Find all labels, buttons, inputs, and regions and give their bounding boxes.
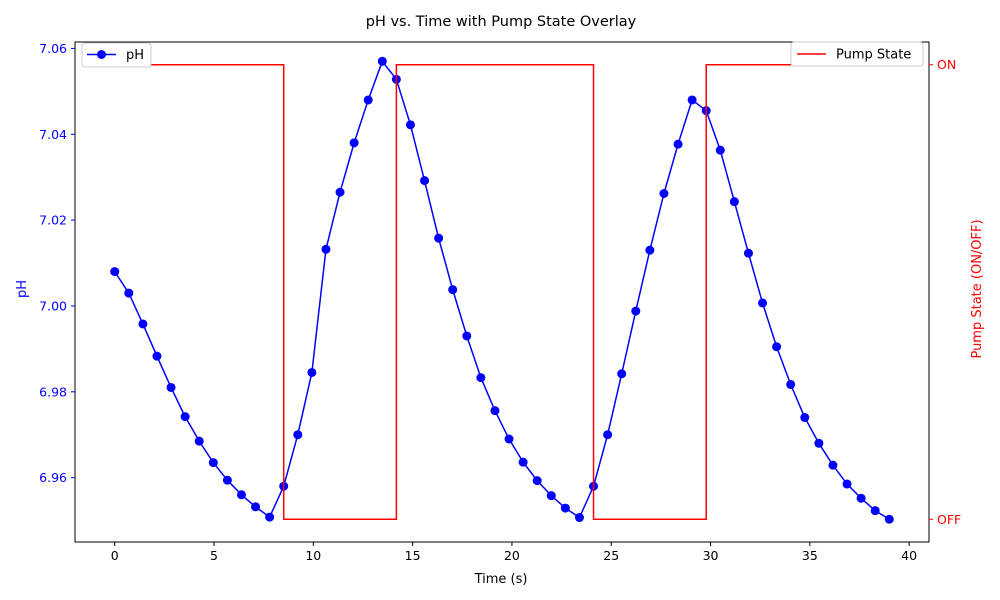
x-tick-label: 10: [305, 548, 321, 563]
ph-data-point: [743, 248, 753, 258]
x-tick-label: 40: [901, 548, 917, 563]
ph-data-point: [208, 458, 218, 468]
y-axis-right-title: Pump State (ON/OFF): [970, 219, 985, 358]
ph-data-point: [729, 197, 739, 207]
ph-data-point: [476, 373, 486, 383]
ph-data-point: [363, 95, 373, 105]
ph-data-point: [405, 120, 415, 130]
ph-data-point: [490, 406, 500, 416]
ph-data-point: [532, 476, 542, 486]
ph-data-point: [265, 512, 275, 522]
y-left-tick-label: 7.04: [39, 127, 67, 142]
x-tick-label: 0: [111, 548, 119, 563]
ph-data-point: [166, 382, 176, 392]
chart-title: pH vs. Time with Pump State Overlay: [366, 14, 637, 30]
ph-data-point: [138, 319, 148, 329]
ph-data-point: [236, 490, 246, 500]
ph-data-point: [448, 285, 458, 295]
ph-data-point: [673, 139, 683, 149]
ph-data-point: [518, 457, 528, 467]
x-tick-label: 20: [504, 548, 520, 563]
y-axis-left-title: pH: [15, 280, 30, 298]
x-tick-label: 5: [210, 548, 218, 563]
ph-data-point: [504, 434, 514, 444]
legend-ph-box: [81, 42, 152, 68]
ph-data-point: [814, 438, 824, 448]
legend-pump-box: [790, 41, 924, 67]
ph-data-point: [842, 479, 852, 489]
ph-data-point: [124, 288, 134, 298]
legend-pump-label: Pump State: [836, 48, 911, 63]
plot-frame: [74, 41, 930, 543]
ph-data-point: [786, 379, 796, 389]
ph-data-point: [645, 245, 655, 255]
ph-data-point: [194, 436, 204, 446]
ph-data-point: [321, 244, 331, 254]
ph-data-point: [800, 413, 810, 423]
y-left-tick-label: 7.06: [39, 41, 67, 56]
ph-data-point: [307, 367, 317, 377]
ph-data-point: [772, 342, 782, 352]
axes-layer: 0 5 10 15 20 25 30 35 40 6.96 6.98 7.00 7.02 7.04 7.06…: [39, 41, 961, 563]
ph-data-point: [687, 95, 697, 105]
ph-data-point: [884, 514, 894, 524]
ph-data-point: [617, 369, 627, 379]
legend-ph-marker: [97, 50, 106, 59]
ph-data-point: [828, 460, 838, 470]
ph-data-point: [574, 513, 584, 523]
ph-data-point: [349, 138, 359, 148]
ph-data-point: [251, 502, 261, 512]
legend-ph-label: pH: [126, 48, 144, 63]
pump-state-line: [114, 63, 890, 521]
x-tick-label: 35: [802, 548, 818, 563]
y-left-tick-label: 7.02: [39, 213, 67, 228]
ph-data-point: [546, 491, 556, 501]
legend-ph: pH: [81, 42, 152, 68]
ph-data-point: [222, 475, 232, 485]
y-right-tick-label: ON: [937, 57, 956, 72]
ph-data-point: [180, 412, 190, 422]
ph-data-point: [715, 145, 725, 155]
ph-data-point: [434, 233, 444, 243]
ph-data-point: [110, 267, 120, 277]
ph-data-point: [856, 493, 866, 503]
ph-data-point: [870, 506, 880, 516]
ph-data-point: [420, 176, 430, 186]
plot-layer: [110, 56, 894, 524]
x-tick-label: 30: [703, 548, 719, 563]
ph-data-point: [377, 56, 387, 66]
x-tick-label: 25: [603, 548, 619, 563]
ph-data-point: [631, 306, 641, 316]
ph-data-point: [659, 189, 669, 198]
legend-pump: Pump State: [790, 41, 924, 67]
y-left-tick-label: 6.98: [39, 384, 67, 399]
ph-data-point: [758, 298, 768, 308]
ph-data-point: [152, 351, 162, 361]
x-tick-label: 15: [405, 548, 421, 563]
y-right-tick-label: OFF: [937, 512, 961, 527]
ph-data-point: [560, 503, 570, 513]
ph-data-point: [462, 331, 472, 341]
ph-data-point: [335, 187, 345, 197]
x-axis-title: Time (s): [474, 572, 528, 587]
y-left-tick-label: 7.00: [39, 298, 67, 313]
ph-data-point: [293, 430, 303, 440]
y-left-tick-label: 6.96: [39, 470, 67, 485]
ph-data-point: [603, 430, 613, 440]
